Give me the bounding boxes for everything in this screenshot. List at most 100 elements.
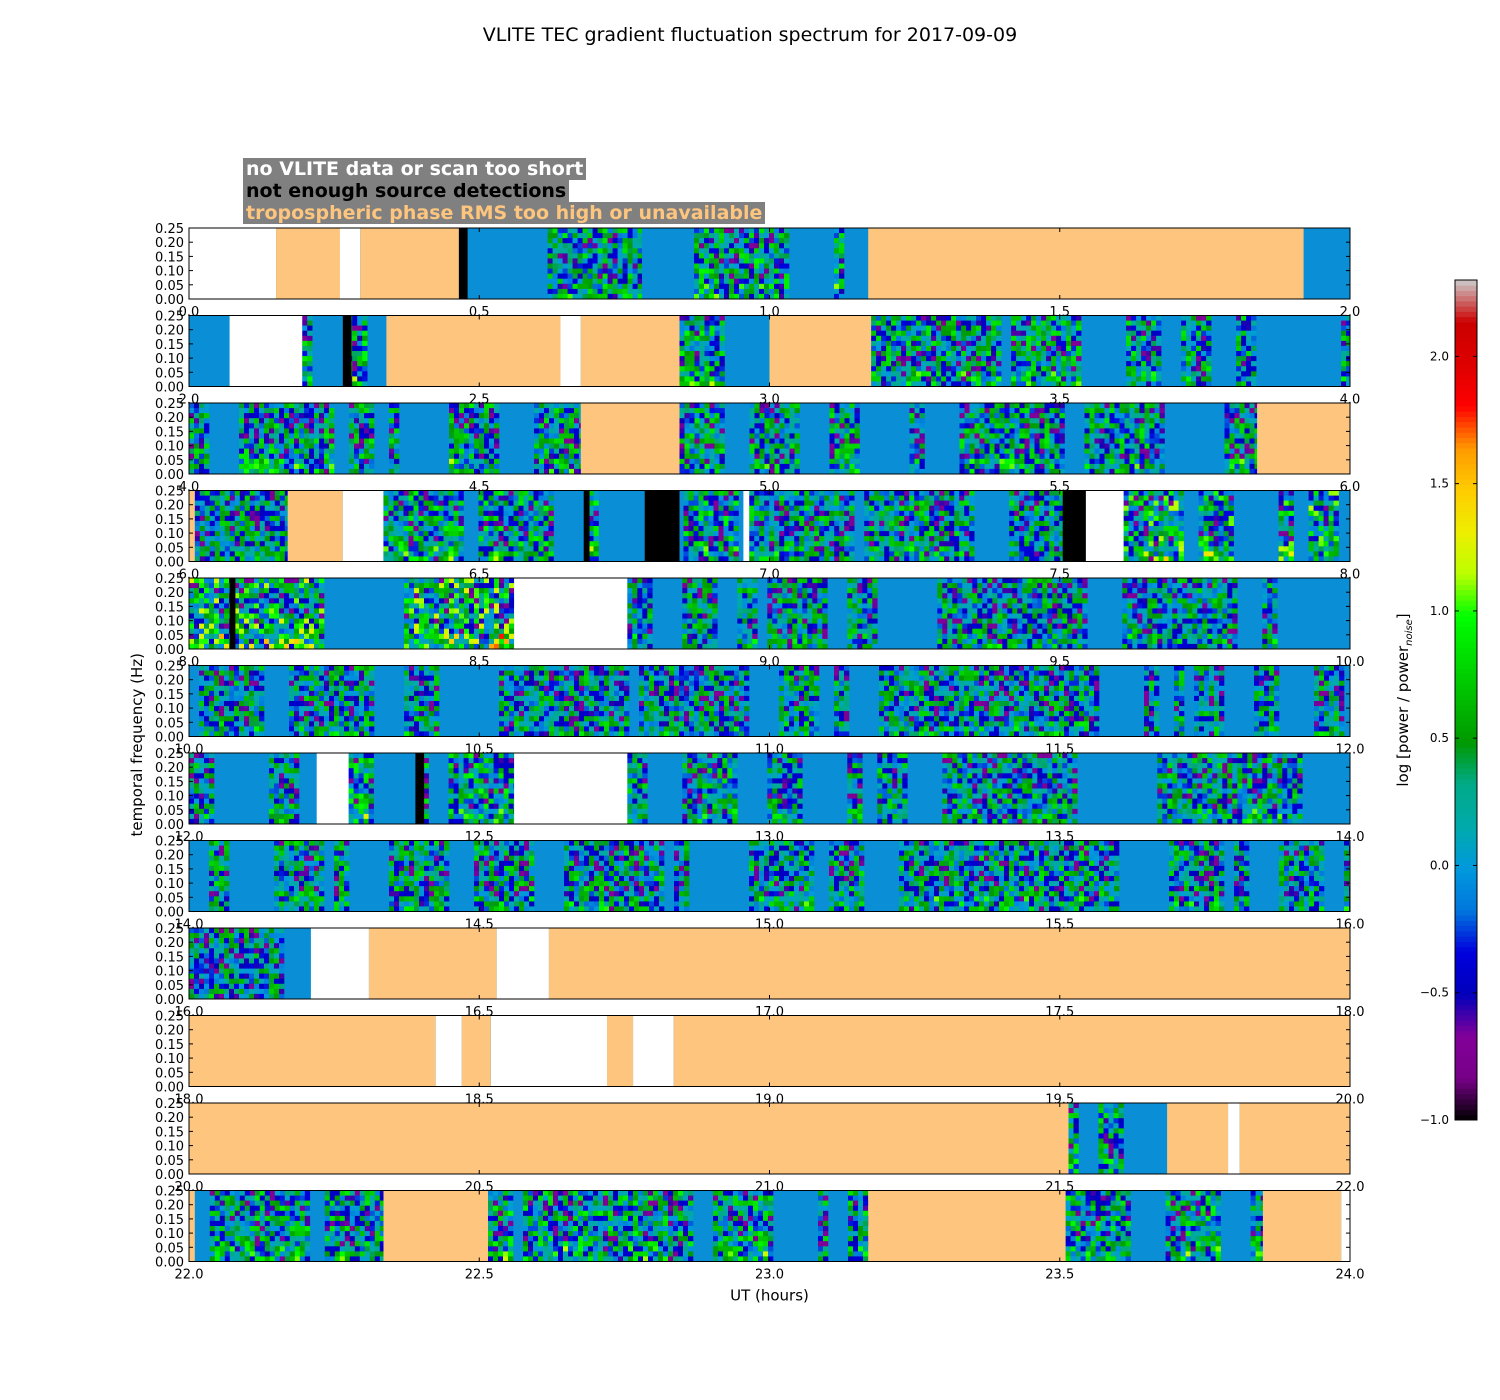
- spectrum-cell: [794, 551, 800, 557]
- spectrum-cell: [704, 453, 710, 460]
- spectrum-cell: [794, 515, 800, 522]
- spectrum-cell: [829, 403, 835, 409]
- spectrum-cell: [544, 418, 550, 424]
- spectrum-cell: [533, 536, 539, 542]
- spectrum-cell: [538, 495, 544, 501]
- spectrum-cell: [394, 468, 400, 475]
- spectrum-cell: [713, 556, 719, 562]
- spectrum-cell: [911, 315, 917, 321]
- spectrum-cell: [959, 448, 965, 454]
- spectrum-cell: [393, 546, 399, 552]
- spectrum-cell: [1241, 381, 1247, 387]
- spectrum-cell: [1191, 340, 1197, 347]
- spectrum-cell: [719, 371, 725, 377]
- spectrum-cell: [779, 268, 785, 274]
- spectrum-cell: [279, 448, 285, 454]
- spectrum-cell: [572, 233, 578, 239]
- spectrum-cell: [694, 448, 700, 454]
- spectrum-cell: [254, 546, 261, 552]
- spectrum-cell: [956, 351, 962, 357]
- spectrum-cell: [637, 233, 642, 239]
- spectrum-cell: [309, 468, 315, 475]
- spectrum-cell: [879, 551, 885, 557]
- spectrum-cell: [728, 520, 734, 527]
- spectrum-cell: [224, 531, 231, 537]
- spectrum-cell: [593, 536, 599, 542]
- spectrum-cell: [1019, 458, 1025, 465]
- spectrum-cell: [1181, 330, 1187, 337]
- spectrum-cell: [714, 468, 720, 475]
- spectrum-cell: [694, 268, 700, 274]
- spectrum-cell: [284, 520, 288, 527]
- spectrum-cell: [714, 330, 720, 337]
- spectrum-cell: [478, 531, 484, 537]
- spectrum-cell: [914, 458, 920, 465]
- spectrum-cell: [704, 418, 710, 424]
- spectrum-cell: [498, 515, 504, 522]
- spectrum-cell: [926, 356, 932, 362]
- spectrum-cell: [1009, 443, 1015, 449]
- spectrum-cell: [996, 361, 1002, 367]
- spectrum-cell: [981, 371, 987, 377]
- spectrum-cell: [834, 438, 840, 444]
- spectrum-cell: [632, 253, 638, 259]
- spectrum-cell: [1236, 320, 1242, 326]
- spectrum-cell: [759, 458, 765, 465]
- spectrum-cell: [1109, 418, 1115, 424]
- spectrum-cell: [789, 495, 795, 501]
- spectrum-cell: [489, 418, 495, 424]
- spectrum-cell: [1029, 453, 1035, 460]
- spectrum-cell: [577, 243, 583, 249]
- flag-region-tropo: [580, 403, 680, 474]
- spectrum-cell: [1114, 463, 1120, 470]
- spectrum-cell: [1186, 356, 1192, 362]
- spectrum-cell: [1346, 345, 1351, 352]
- spectrum-cell: [534, 458, 540, 465]
- spectrum-cell: [418, 490, 424, 496]
- spectrum-cell: [418, 515, 424, 522]
- spectrum-cell: [388, 495, 394, 501]
- flag-legend: no VLITE data or scan too short not enou…: [243, 158, 766, 224]
- panel-3: 0.000.050.100.150.200.254.0 4.5 5.0 5.5 6.0: [155, 397, 1360, 495]
- spectrum-cell: [244, 551, 251, 557]
- spectrum-cell: [926, 381, 932, 387]
- spectrum-cell: [1014, 433, 1020, 439]
- spectrum-cell: [754, 526, 760, 532]
- spectrum-cell: [469, 408, 475, 414]
- spectrum-cell: [744, 283, 750, 290]
- spectrum-cell: [784, 283, 790, 290]
- spectrum-cell: [804, 495, 810, 501]
- spectrum-cell: [703, 526, 709, 532]
- spectrum-cell: [789, 500, 795, 506]
- spectrum-cell: [914, 515, 920, 522]
- spectrum-cell: [1206, 330, 1212, 337]
- spectrum-cell: [627, 268, 633, 274]
- spectrum-cell: [683, 500, 689, 506]
- panel-1: 0.000.050.100.150.200.250.0 0.5 1.0 1.5 2.0: [155, 222, 1360, 320]
- spectrum-cell: [956, 340, 962, 347]
- spectrum-cell: [1089, 433, 1095, 439]
- spectrum-cell: [448, 541, 454, 547]
- spectrum-cell: [794, 433, 800, 439]
- spectrum-cell: [881, 335, 887, 342]
- spectrum-cell: [264, 495, 271, 501]
- spectrum-cell: [956, 381, 962, 387]
- spectrum-cell: [966, 371, 972, 377]
- spectrum-cell: [622, 283, 628, 290]
- spectrum-cell: [259, 433, 265, 439]
- spectrum-cell: [329, 423, 335, 429]
- spectrum-cell: [909, 510, 915, 517]
- spectrum-cell: [1019, 531, 1025, 537]
- panel-4: 0.000.050.100.150.200.256.0 6.5 7.0 7.5 8.0: [155, 485, 1360, 583]
- spectrum-cell: [189, 438, 195, 444]
- spectrum-cell: [544, 443, 550, 449]
- spectrum-cell: [612, 258, 618, 264]
- spectrum-cell: [779, 438, 785, 444]
- spectrum-cell: [969, 531, 975, 537]
- spectrum-cell: [996, 320, 1002, 326]
- spectrum-cell: [704, 263, 710, 269]
- spectrum-cell: [733, 520, 739, 527]
- spectrum-cell: [839, 443, 845, 449]
- spectrum-cell: [1031, 371, 1037, 377]
- spectrum-cell: [1029, 541, 1035, 547]
